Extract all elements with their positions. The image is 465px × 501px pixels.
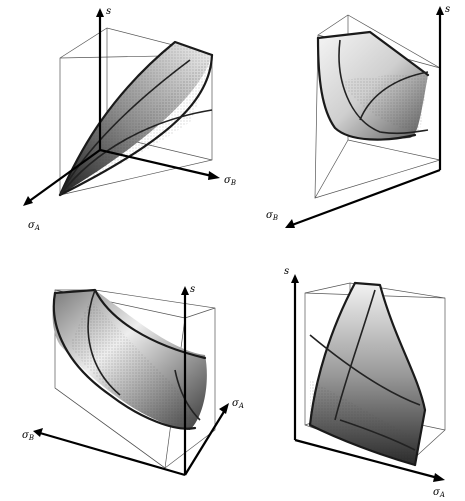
surface	[52, 288, 207, 430]
panel-top-right: s σB	[266, 4, 450, 228]
axis-labels: s σB	[266, 4, 450, 222]
axes	[33, 286, 229, 477]
axis-labels: s σA	[284, 266, 445, 499]
axis-label-sigma-b: σB	[224, 175, 236, 187]
panel-top-left: s σB σA	[23, 6, 236, 232]
axis-labels: s σB σA	[28, 6, 236, 232]
axis-label-s: s	[284, 266, 289, 277]
axis-label-s: s	[445, 4, 450, 15]
axis-labels: s σA σB	[22, 284, 244, 442]
axis-label-s: s	[106, 6, 111, 17]
surface	[58, 40, 214, 197]
surface	[316, 30, 430, 141]
panel-bottom-right: s σA	[284, 266, 446, 499]
surface	[308, 281, 427, 467]
axis-label-s: s	[190, 284, 195, 295]
axes	[23, 8, 220, 206]
axis-label-sigma-b: σB	[22, 430, 34, 442]
axes	[291, 274, 445, 482]
axis-label-sigma-a: σA	[433, 487, 445, 499]
axis-label-sigma-a: σA	[28, 220, 40, 232]
panel-bottom-left: s σA σB	[22, 284, 244, 477]
axis-label-sigma-a: σA	[232, 398, 244, 410]
axis-label-sigma-b: σB	[266, 210, 278, 222]
axes	[285, 6, 444, 228]
